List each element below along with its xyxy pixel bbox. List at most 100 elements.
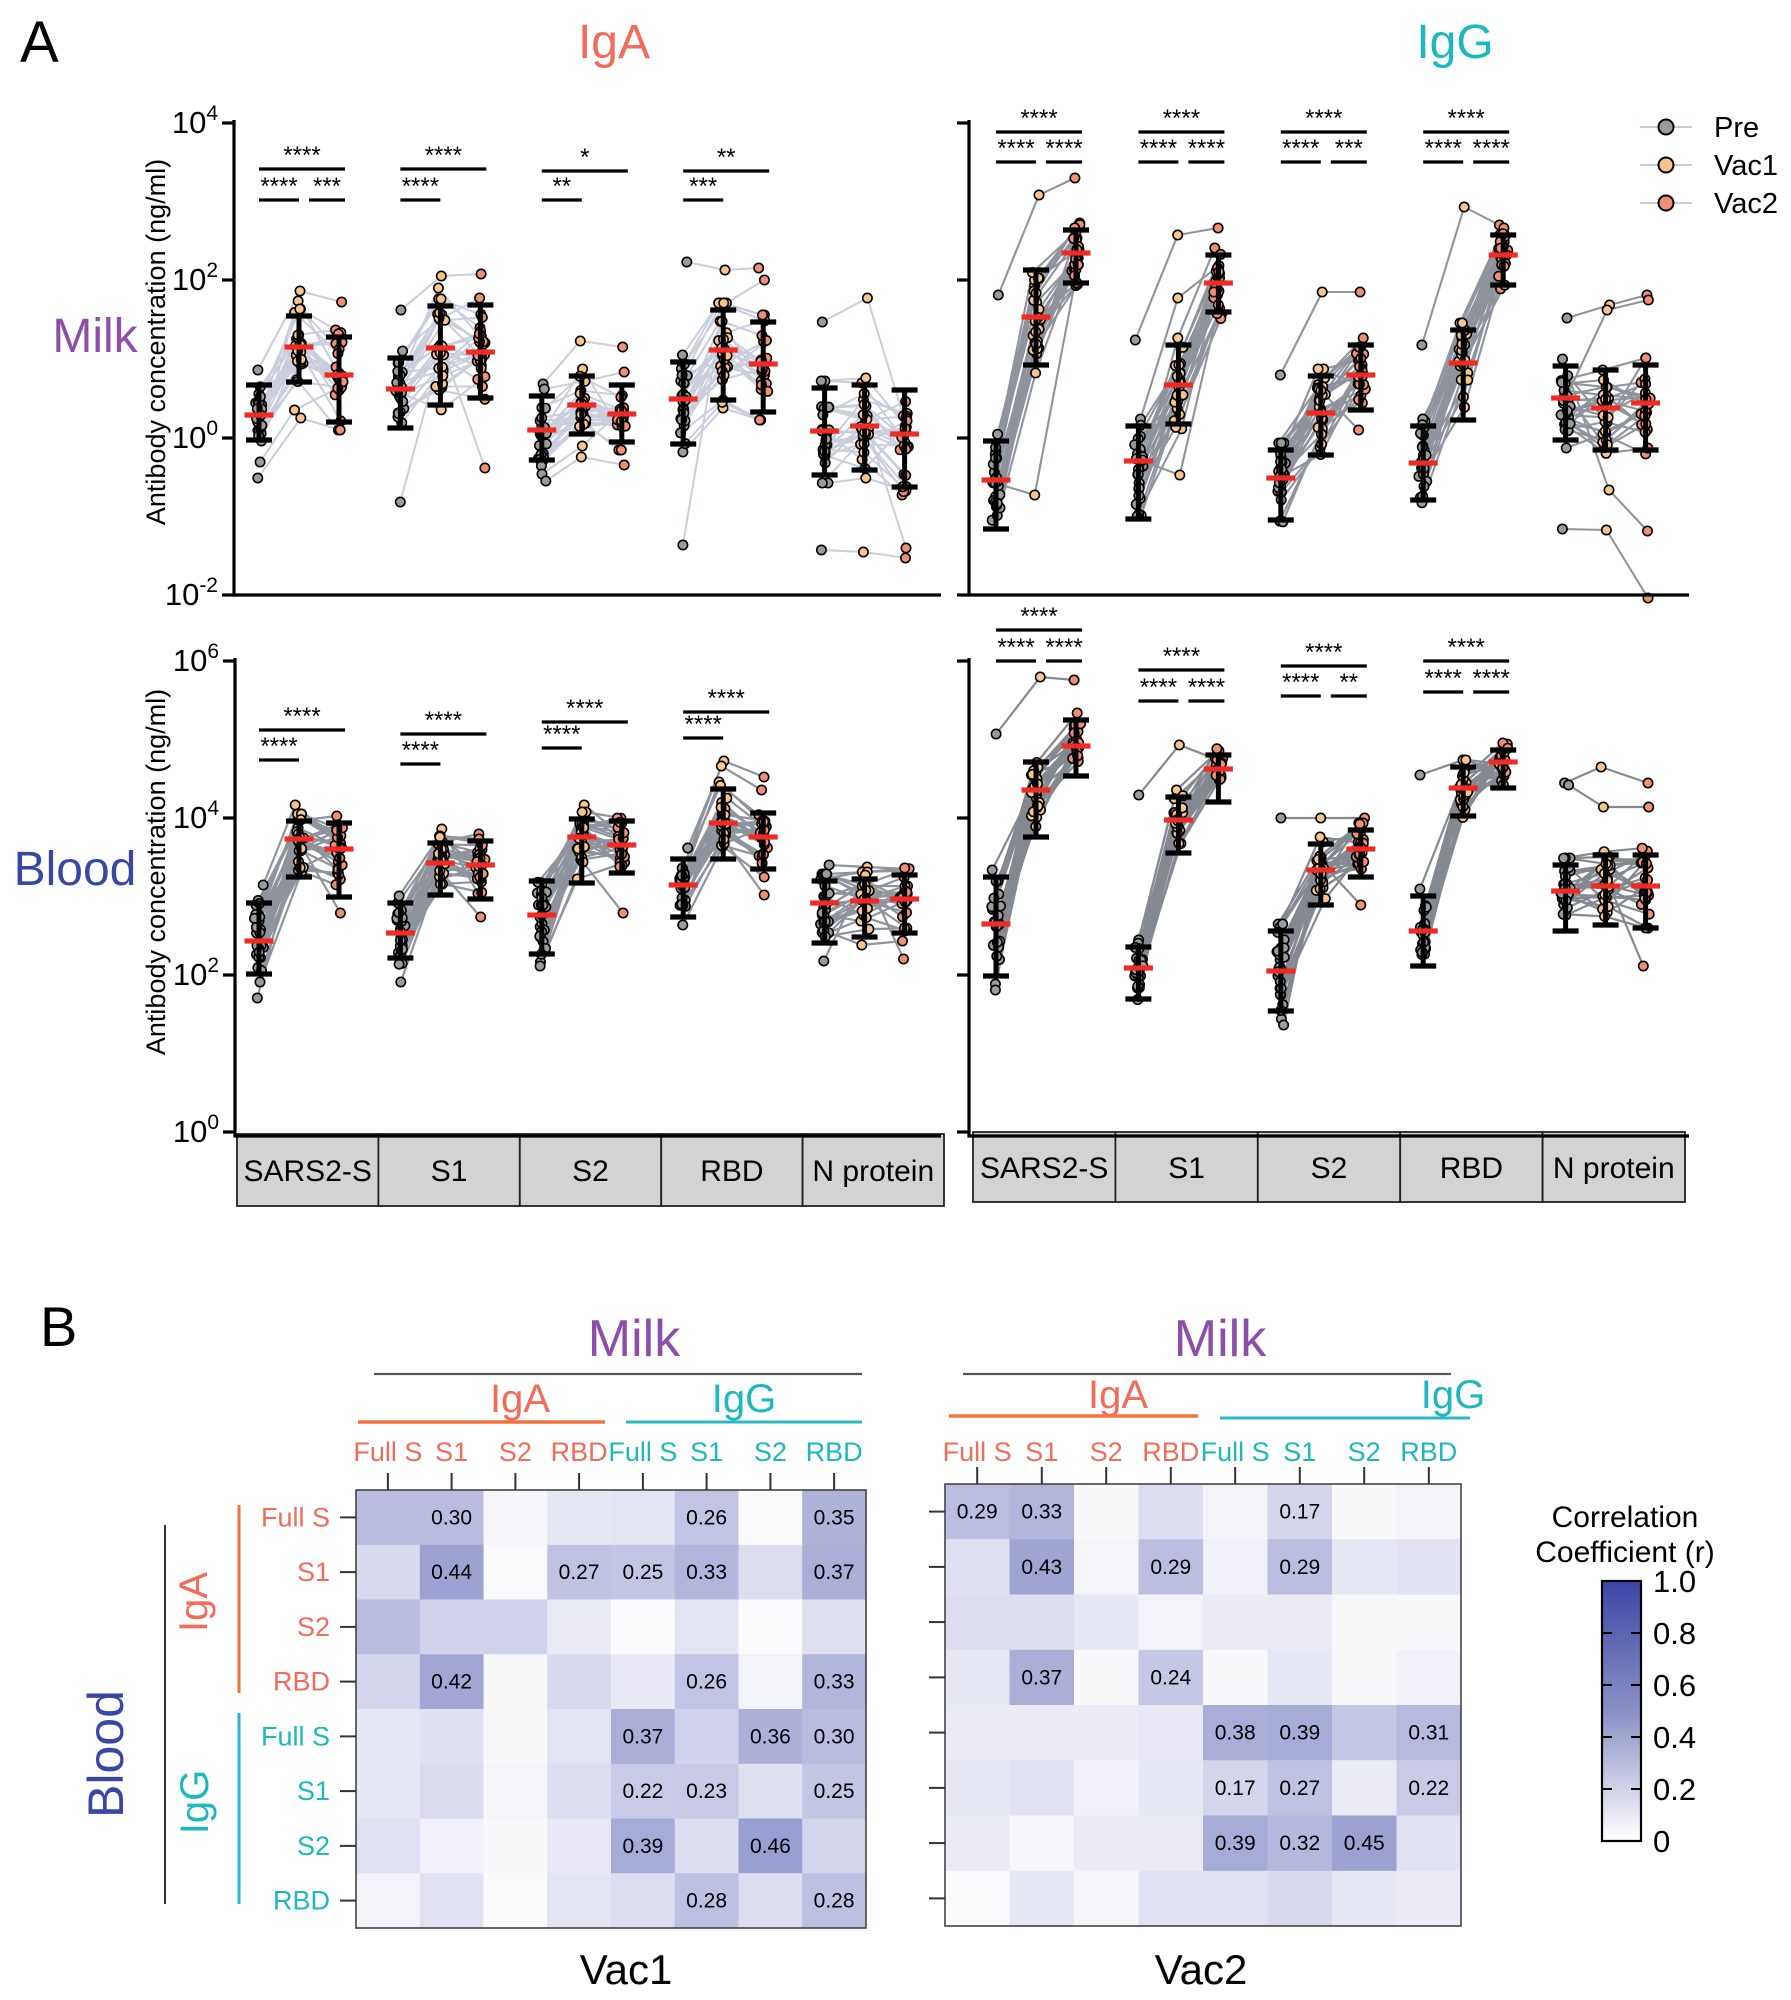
svg-text:Vac1: Vac1 xyxy=(580,1946,673,1993)
svg-text:S2: S2 xyxy=(754,1437,787,1467)
svg-text:RBD: RBD xyxy=(806,1437,863,1467)
svg-text:S2: S2 xyxy=(297,1612,330,1642)
svg-text:Antibody concentration (ng/ml): Antibody concentration (ng/ml) xyxy=(141,159,171,525)
svg-text:**: ** xyxy=(717,144,736,171)
svg-text:S1: S1 xyxy=(435,1437,468,1467)
svg-text:****: **** xyxy=(1448,634,1485,661)
svg-text:0.24: 0.24 xyxy=(1150,1666,1191,1689)
svg-text:0.8: 0.8 xyxy=(1653,1616,1696,1651)
svg-text:****: **** xyxy=(260,173,297,200)
svg-text:****: **** xyxy=(708,685,745,712)
svg-text:Vac2: Vac2 xyxy=(1714,188,1778,220)
svg-text:****: **** xyxy=(283,703,320,730)
svg-text:Full S: Full S xyxy=(943,1437,1012,1467)
svg-text:Vac1: Vac1 xyxy=(1714,150,1778,182)
svg-text:IgA: IgA xyxy=(578,16,650,69)
svg-text:****: **** xyxy=(1140,674,1177,701)
svg-text:Coefficient (r): Coefficient (r) xyxy=(1535,1536,1715,1569)
svg-text:****: **** xyxy=(1020,603,1057,630)
svg-text:N protein: N protein xyxy=(812,1155,934,1188)
svg-text:0.39: 0.39 xyxy=(622,1835,663,1858)
svg-text:S2: S2 xyxy=(1311,1152,1348,1185)
svg-text:****: **** xyxy=(1163,643,1200,670)
svg-text:0.17: 0.17 xyxy=(1215,1777,1256,1800)
svg-text:RBD: RBD xyxy=(700,1155,763,1188)
svg-text:0.37: 0.37 xyxy=(622,1725,663,1748)
svg-text:0.42: 0.42 xyxy=(431,1671,472,1694)
svg-text:S1: S1 xyxy=(1283,1437,1316,1467)
svg-text:IgG: IgG xyxy=(173,1770,217,1834)
svg-text:0.23: 0.23 xyxy=(686,1780,727,1803)
svg-text:Full S: Full S xyxy=(353,1437,422,1467)
svg-text:IgA: IgA xyxy=(490,1377,550,1421)
svg-text:0.31: 0.31 xyxy=(1408,1722,1449,1745)
svg-text:****: **** xyxy=(997,135,1034,162)
svg-text:0.35: 0.35 xyxy=(814,1506,855,1529)
svg-text:0.28: 0.28 xyxy=(686,1890,727,1913)
svg-text:IgG: IgG xyxy=(1421,1373,1485,1417)
svg-text:***: *** xyxy=(689,173,717,200)
svg-text:0.26: 0.26 xyxy=(686,1671,727,1694)
svg-text:0.45: 0.45 xyxy=(1344,1832,1385,1855)
svg-text:0.22: 0.22 xyxy=(622,1780,663,1803)
svg-text:IgA: IgA xyxy=(172,1572,216,1632)
svg-text:RBD: RBD xyxy=(551,1437,608,1467)
svg-text:0.29: 0.29 xyxy=(957,1501,998,1524)
svg-text:****: **** xyxy=(1425,135,1462,162)
svg-text:1.0: 1.0 xyxy=(1653,1564,1696,1599)
svg-text:0.44: 0.44 xyxy=(431,1561,472,1584)
svg-text:****: **** xyxy=(1473,665,1510,692)
svg-text:IgG: IgG xyxy=(712,1377,776,1421)
svg-text:0.27: 0.27 xyxy=(1279,1777,1320,1800)
svg-text:0.46: 0.46 xyxy=(750,1835,791,1858)
svg-text:RBD: RBD xyxy=(1440,1152,1503,1185)
svg-text:*: * xyxy=(580,144,589,171)
svg-text:RBD: RBD xyxy=(1142,1437,1199,1467)
svg-text:Pre: Pre xyxy=(1714,112,1759,144)
svg-text:0.38: 0.38 xyxy=(1215,1722,1256,1745)
svg-text:Milk: Milk xyxy=(1174,1310,1267,1368)
svg-text:****: **** xyxy=(1045,135,1082,162)
svg-text:S2: S2 xyxy=(499,1437,532,1467)
svg-text:106: 106 xyxy=(173,640,219,678)
svg-text:****: **** xyxy=(566,695,603,722)
svg-text:Vac2: Vac2 xyxy=(1155,1946,1248,1993)
svg-text:****: **** xyxy=(283,142,320,169)
svg-text:S1: S1 xyxy=(1025,1437,1058,1467)
svg-text:0.30: 0.30 xyxy=(814,1725,855,1748)
svg-text:Full S: Full S xyxy=(608,1437,677,1467)
svg-text:0.36: 0.36 xyxy=(750,1725,791,1748)
svg-text:RBD: RBD xyxy=(1400,1437,1457,1467)
svg-text:**: ** xyxy=(552,173,571,200)
svg-text:****: **** xyxy=(425,142,462,169)
svg-text:****: **** xyxy=(1163,105,1200,132)
svg-text:0.37: 0.37 xyxy=(814,1561,855,1584)
svg-text:S1: S1 xyxy=(690,1437,723,1467)
svg-text:0.29: 0.29 xyxy=(1279,1556,1320,1579)
svg-text:S2: S2 xyxy=(1090,1437,1123,1467)
svg-text:****: **** xyxy=(997,634,1034,661)
svg-text:IgG: IgG xyxy=(1416,16,1493,69)
svg-text:0.30: 0.30 xyxy=(431,1506,472,1529)
svg-text:****: **** xyxy=(260,733,297,760)
svg-text:Full S: Full S xyxy=(1201,1437,1270,1467)
svg-text:0.4: 0.4 xyxy=(1653,1720,1696,1755)
svg-text:****: **** xyxy=(1188,135,1225,162)
svg-text:****: **** xyxy=(1282,135,1319,162)
svg-text:****: **** xyxy=(1188,674,1225,701)
svg-text:N protein: N protein xyxy=(1553,1152,1675,1185)
svg-text:Blood: Blood xyxy=(78,1690,134,1818)
svg-text:****: **** xyxy=(1045,634,1082,661)
svg-text:0.2: 0.2 xyxy=(1653,1772,1696,1807)
svg-text:S1: S1 xyxy=(1168,1152,1205,1185)
svg-text:0.29: 0.29 xyxy=(1150,1556,1191,1579)
svg-text:**: ** xyxy=(1339,669,1358,696)
svg-text:B: B xyxy=(40,1295,77,1358)
svg-text:0.37: 0.37 xyxy=(1021,1666,1062,1689)
svg-text:A: A xyxy=(20,10,59,75)
svg-text:0.25: 0.25 xyxy=(814,1780,855,1803)
svg-text:****: **** xyxy=(1305,105,1342,132)
svg-text:S2: S2 xyxy=(1348,1437,1381,1467)
svg-text:S1: S1 xyxy=(431,1155,468,1188)
svg-text:RBD: RBD xyxy=(273,1667,330,1697)
